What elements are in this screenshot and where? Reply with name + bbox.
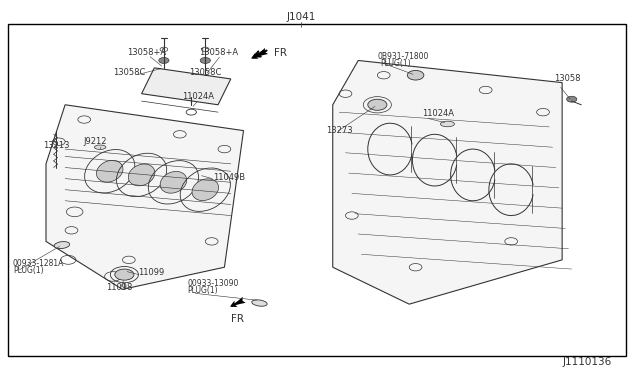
Text: J1041: J1041 bbox=[286, 12, 316, 22]
Text: 13058: 13058 bbox=[554, 74, 581, 83]
Text: 11099: 11099 bbox=[138, 268, 164, 277]
Ellipse shape bbox=[97, 160, 123, 182]
Text: FR: FR bbox=[231, 314, 244, 324]
Text: 00933-13090: 00933-13090 bbox=[188, 279, 239, 288]
Text: 11024A: 11024A bbox=[182, 92, 214, 101]
Text: 00933-1281A: 00933-1281A bbox=[13, 259, 64, 268]
Text: PLUG(1): PLUG(1) bbox=[188, 286, 218, 295]
Circle shape bbox=[368, 99, 387, 110]
Polygon shape bbox=[141, 68, 231, 105]
Polygon shape bbox=[46, 105, 244, 289]
Text: 13058C: 13058C bbox=[189, 68, 221, 77]
Text: 11024A: 11024A bbox=[422, 109, 454, 118]
Ellipse shape bbox=[440, 121, 454, 127]
Ellipse shape bbox=[95, 145, 106, 150]
Text: J1110136: J1110136 bbox=[563, 357, 612, 368]
Text: PLUG(1): PLUG(1) bbox=[380, 59, 410, 68]
Polygon shape bbox=[333, 61, 562, 304]
Ellipse shape bbox=[128, 164, 155, 186]
Text: 13273: 13273 bbox=[326, 126, 353, 135]
Text: PLUG(1): PLUG(1) bbox=[13, 266, 44, 275]
Circle shape bbox=[407, 70, 424, 80]
Text: J9212: J9212 bbox=[83, 137, 106, 146]
Text: 13058C: 13058C bbox=[113, 68, 145, 77]
Circle shape bbox=[159, 58, 169, 63]
Text: 13058+A: 13058+A bbox=[199, 48, 238, 57]
Text: 0B931-71800: 0B931-71800 bbox=[378, 52, 429, 61]
Text: 13213: 13213 bbox=[43, 141, 69, 150]
Text: FR: FR bbox=[274, 48, 287, 58]
Text: 13058+A: 13058+A bbox=[127, 48, 166, 57]
Text: 11049B: 11049B bbox=[213, 173, 245, 182]
Ellipse shape bbox=[252, 300, 267, 306]
Ellipse shape bbox=[54, 241, 70, 248]
Circle shape bbox=[566, 96, 577, 102]
Ellipse shape bbox=[160, 171, 187, 193]
Text: 11098: 11098 bbox=[106, 283, 133, 292]
Circle shape bbox=[200, 58, 211, 63]
Circle shape bbox=[115, 269, 134, 280]
Ellipse shape bbox=[192, 179, 219, 201]
